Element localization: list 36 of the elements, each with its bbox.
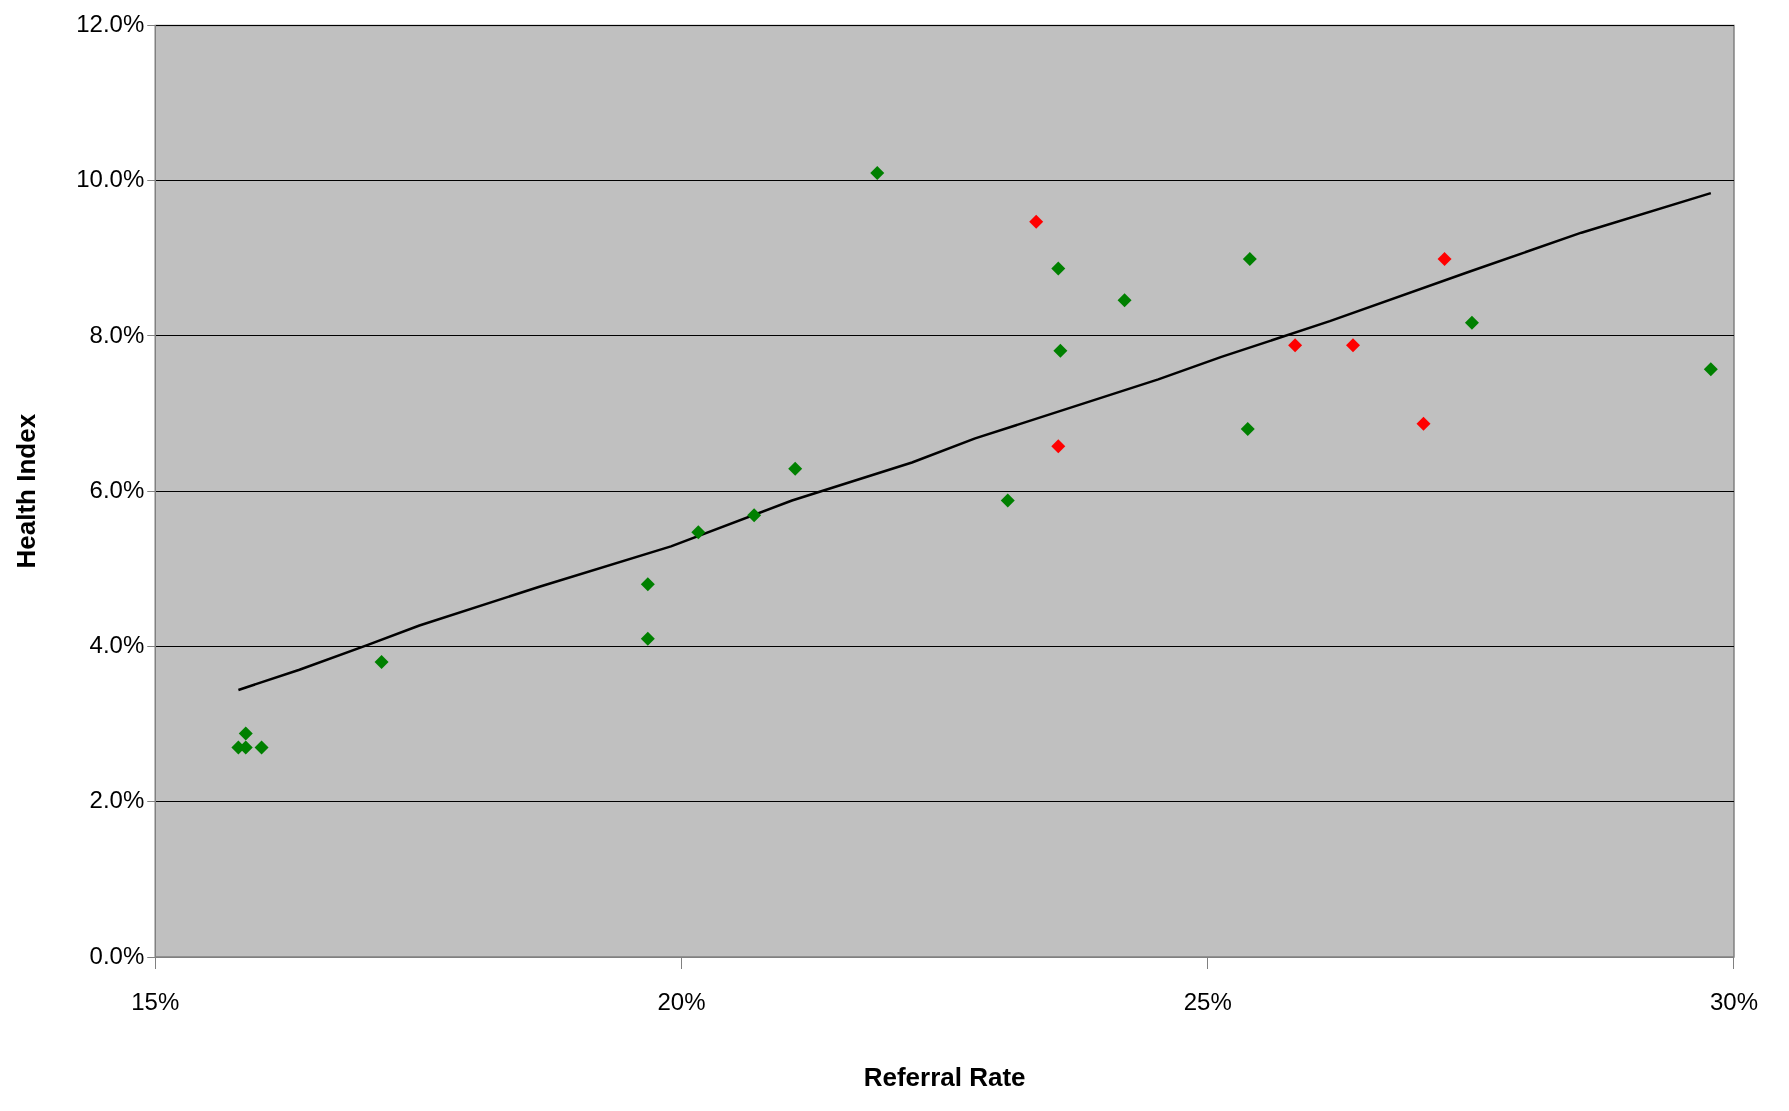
point: [254, 740, 269, 755]
point: [1288, 338, 1303, 353]
y-tick-label: 8.0%: [89, 320, 145, 348]
y-tick-label: 4.0%: [89, 631, 145, 659]
point: [1029, 214, 1044, 229]
y-tick-label: 12.0%: [76, 10, 145, 38]
point: [1345, 338, 1360, 353]
point: [1703, 362, 1718, 377]
point: [1437, 252, 1452, 267]
point: [1240, 422, 1255, 437]
y-tick-label: 0.0%: [89, 941, 145, 969]
point: [1053, 343, 1068, 358]
point: [1051, 261, 1066, 276]
x-tick-label: 20%: [657, 988, 706, 1016]
x-tick-label: 25%: [1183, 988, 1232, 1016]
point: [1051, 439, 1066, 454]
x-axis-title: Referral Rate: [863, 1061, 1026, 1092]
point: [1117, 293, 1132, 308]
point: [1000, 493, 1015, 508]
point: [1242, 252, 1257, 267]
point: [1416, 416, 1431, 431]
y-tick-label: 2.0%: [89, 786, 145, 814]
point: [747, 508, 762, 523]
point: [640, 631, 655, 646]
point: [238, 726, 253, 741]
point: [1464, 315, 1479, 330]
point: [374, 654, 389, 669]
point: [788, 461, 803, 476]
y-tick-label: 10.0%: [76, 165, 145, 193]
point: [691, 525, 706, 540]
point: [870, 165, 885, 180]
y-tick-label: 6.0%: [89, 475, 145, 503]
y-axis-title: Health Index: [10, 413, 41, 569]
x-tick-label: 30%: [1709, 988, 1759, 1016]
x-tick-label: 15%: [131, 988, 180, 1016]
point: [640, 577, 655, 592]
